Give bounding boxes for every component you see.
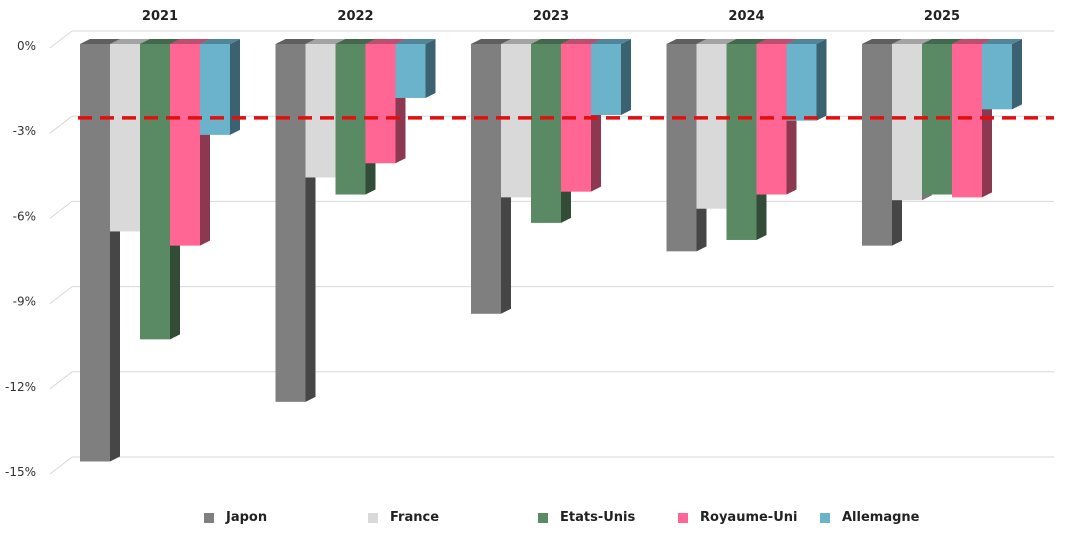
y-tick-label: -6% xyxy=(13,209,36,223)
legend-label: Allemagne xyxy=(842,510,920,525)
bar-allemagne-2021 xyxy=(200,39,240,135)
legend-label: Japon xyxy=(226,510,268,525)
legend-label: Etats-Unis xyxy=(560,510,636,525)
legend-item: Royaume-Uni xyxy=(678,510,797,525)
y-tick-label: 0% xyxy=(17,39,36,53)
legend-swatch xyxy=(678,512,688,523)
bar-allemagne-2023 xyxy=(591,39,631,115)
y-tick-label: -15% xyxy=(5,465,36,479)
bars xyxy=(80,39,1022,462)
legend-item: Japon xyxy=(204,510,267,525)
gridline-depth xyxy=(49,456,73,475)
y-tick-label: -9% xyxy=(13,295,36,309)
legend-swatch xyxy=(538,512,548,523)
gridline-depth xyxy=(49,115,73,134)
category-label: 2024 xyxy=(728,9,764,24)
category-labels: 2021 2022 2023 2024 2025 xyxy=(142,9,960,24)
y-tick-label: -12% xyxy=(5,380,36,394)
bar-japon-2021 xyxy=(80,39,120,462)
legend-swatch xyxy=(204,512,214,523)
legend-item: Etats-Unis xyxy=(538,510,635,525)
legend-item: France xyxy=(368,510,439,525)
legend-swatch xyxy=(820,512,830,523)
legend-label: Royaume-Uni xyxy=(700,510,798,525)
legend-swatch xyxy=(368,512,378,523)
legend-item: Allemagne xyxy=(820,510,920,525)
category-label: 2022 xyxy=(337,9,373,24)
bar-allemagne-2022 xyxy=(395,39,436,98)
gridline-depth xyxy=(49,286,73,304)
gridline-depth xyxy=(49,30,73,49)
category-label: 2025 xyxy=(924,9,960,24)
bar-allemagne-2025 xyxy=(982,39,1022,110)
y-tick-label: -3% xyxy=(13,124,36,138)
category-label: 2021 xyxy=(142,9,178,24)
bar-allemagne-2024 xyxy=(786,39,827,121)
gridline-depth xyxy=(49,201,73,219)
legend-label: France xyxy=(390,510,440,525)
category-label: 2023 xyxy=(533,9,569,24)
y-axis-ticks: 0% -3% -6% -9% -12% -15% xyxy=(5,39,36,479)
gridline-depth xyxy=(49,371,73,390)
legend: Japon France Etats-Unis Royaume-Uni Allemagn… xyxy=(0,510,1080,536)
